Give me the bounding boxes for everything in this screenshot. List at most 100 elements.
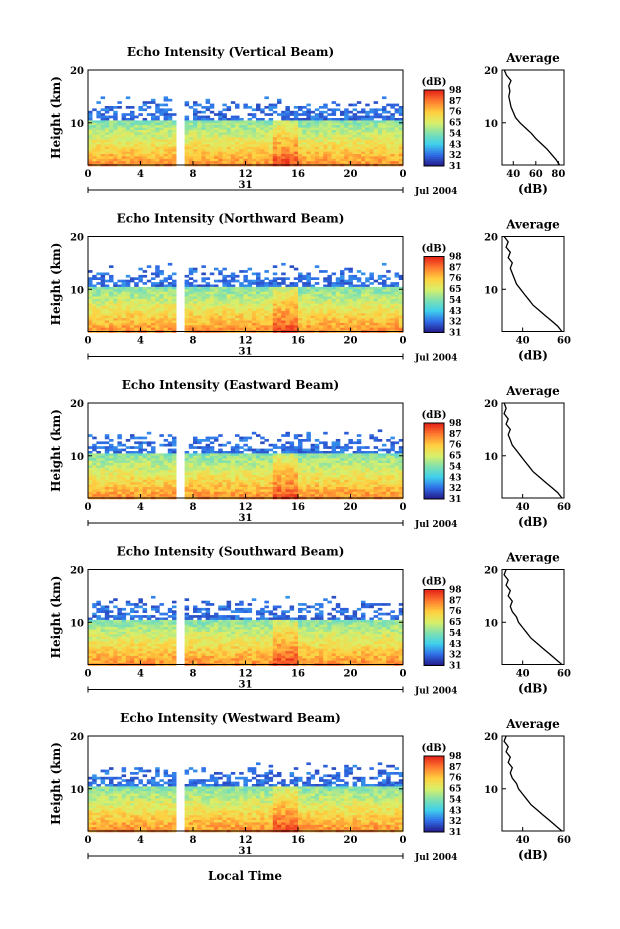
heatmap-cell xyxy=(314,327,320,331)
heatmap-cell xyxy=(277,125,282,128)
heatmap-cell xyxy=(193,291,198,295)
heatmap-cell xyxy=(163,465,169,469)
heatmap-cell xyxy=(121,118,127,121)
heatmap-cell xyxy=(394,470,400,473)
heatmap-cell xyxy=(172,284,177,288)
heatmap-cell xyxy=(226,465,232,469)
heatmap-cell xyxy=(159,320,164,324)
heatmap-cell xyxy=(125,477,131,481)
heatmap-cell xyxy=(277,134,282,138)
heatmap-cell xyxy=(293,146,299,150)
heatmap-cell xyxy=(125,325,131,328)
heatmap-cell xyxy=(293,458,299,461)
heatmap-cell xyxy=(193,108,198,112)
heatmap-cell xyxy=(365,294,370,297)
heatmap-cell xyxy=(239,303,244,307)
heatmap-cell xyxy=(167,460,173,464)
heatmap-cell xyxy=(302,149,307,152)
heatmap-cell xyxy=(344,161,349,164)
heatmap-cell xyxy=(159,161,164,164)
heatmap-cell xyxy=(390,448,395,452)
heatmap-cell xyxy=(222,134,227,138)
heatmap-cell xyxy=(188,125,194,128)
heatmap-cell xyxy=(365,120,370,124)
x-tick-label: 20 xyxy=(344,336,358,347)
heatmap-cell xyxy=(134,484,139,488)
heatmap-cell xyxy=(268,443,274,447)
heatmap-cell xyxy=(319,137,324,140)
heatmap-cell xyxy=(239,120,244,124)
heatmap-cell xyxy=(369,325,374,328)
heatmap-cell xyxy=(256,282,261,285)
heatmap-cell xyxy=(285,115,290,119)
heatmap-cell xyxy=(264,482,269,485)
heatmap-cell xyxy=(327,134,332,138)
heatmap-cell xyxy=(327,315,332,319)
heatmap-cell xyxy=(382,130,387,133)
heatmap-cell xyxy=(302,144,307,148)
heatmap-cell xyxy=(319,322,324,326)
heatmap-cell xyxy=(352,154,358,157)
heatmap-cell xyxy=(356,134,362,138)
heatmap-cell xyxy=(306,134,311,138)
heatmap-cell xyxy=(134,301,139,304)
heatmap-cell xyxy=(134,154,139,157)
heatmap-cell xyxy=(159,467,164,471)
heatmap-cell xyxy=(235,132,240,136)
heatmap-cell xyxy=(92,482,97,485)
heatmap-cell xyxy=(369,274,374,278)
heatmap-cell xyxy=(96,308,101,312)
heatmap-cell xyxy=(146,455,152,459)
heatmap-cell xyxy=(310,463,316,466)
heatmap-cell xyxy=(130,491,135,495)
heatmap-cell xyxy=(188,284,194,288)
heatmap-cell xyxy=(113,318,118,321)
heatmap-cell xyxy=(356,453,362,457)
heatmap-cell xyxy=(125,470,131,473)
heatmap-cell xyxy=(386,482,391,485)
heatmap-cell xyxy=(226,491,232,495)
heatmap-cell xyxy=(142,282,148,285)
heatmap-cell xyxy=(344,110,349,114)
heatmap-cell xyxy=(96,458,101,461)
heatmap-cell xyxy=(121,306,127,309)
heatmap-cell xyxy=(340,463,345,466)
heatmap-cell xyxy=(314,296,320,300)
heatmap-cell xyxy=(243,487,248,490)
heatmap-cell xyxy=(100,137,106,140)
heatmap-cell xyxy=(205,291,211,295)
heatmap-cell xyxy=(310,132,316,136)
heatmap-cell xyxy=(218,487,223,490)
heatmap-cell xyxy=(88,484,93,488)
heatmap-cell xyxy=(142,142,148,145)
heatmap-cell xyxy=(382,320,387,324)
heatmap-cell xyxy=(151,322,156,326)
heatmap-cell xyxy=(113,455,118,459)
heatmap-cell xyxy=(155,296,160,300)
heatmap-cell xyxy=(214,484,219,488)
heatmap-cell xyxy=(142,308,148,312)
heatmap-cell xyxy=(151,154,156,157)
heatmap-cell xyxy=(306,296,311,300)
heatmap-cell xyxy=(222,132,227,136)
heatmap-cell xyxy=(394,310,400,314)
heatmap-cell xyxy=(96,110,101,114)
heatmap-cell xyxy=(104,460,110,464)
heatmap-cell xyxy=(272,289,278,292)
heatmap-cell xyxy=(298,465,303,469)
heatmap-cell xyxy=(256,158,261,162)
heatmap-cell xyxy=(369,320,374,324)
heatmap-cell xyxy=(88,286,93,290)
heatmap-cell xyxy=(298,149,303,152)
heatmap-cell xyxy=(247,286,253,290)
heatmap-cell xyxy=(214,132,219,136)
heatmap-cell xyxy=(151,282,156,285)
heatmap-cell xyxy=(369,303,374,307)
heatmap-cell xyxy=(209,298,215,302)
heatmap-cell xyxy=(188,149,194,152)
heatmap-cell xyxy=(184,144,190,148)
heatmap-cell xyxy=(323,106,328,109)
heatmap-cell xyxy=(109,458,114,461)
heatmap-cell xyxy=(243,142,248,145)
heatmap-cell xyxy=(142,318,148,321)
